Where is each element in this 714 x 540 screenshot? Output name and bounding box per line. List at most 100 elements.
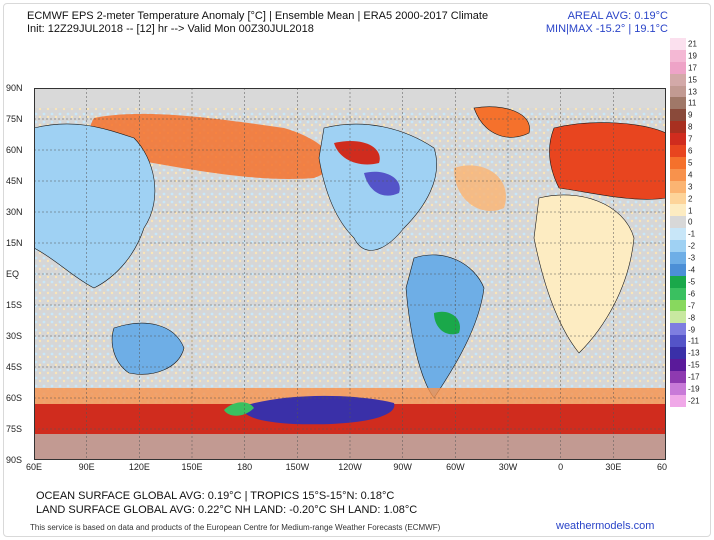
color-scale-segment	[670, 299, 686, 312]
color-scale-label: -7	[688, 301, 696, 311]
latitude-label: 75N	[6, 114, 23, 124]
color-scale-segment	[670, 180, 686, 193]
color-scale-label: 15	[688, 75, 697, 85]
longitude-label: 180	[237, 462, 253, 472]
color-scale-segment	[670, 121, 686, 134]
color-scale-label: 6	[688, 146, 693, 156]
color-scale-label: 7	[688, 134, 693, 144]
ross-sea-green-edge	[224, 402, 254, 416]
color-scale-label: 1	[688, 206, 693, 216]
color-scale-segment	[670, 287, 686, 300]
south-america-green-patch	[434, 311, 460, 335]
color-scale-segment	[670, 85, 686, 98]
color-scale-segment	[670, 323, 686, 336]
color-scale-segment	[670, 156, 686, 169]
longitude-label: 30W	[498, 462, 518, 472]
longitude-label: 120E	[128, 462, 150, 472]
north-america-cold-core	[364, 171, 400, 196]
color-scale-label: -8	[688, 313, 696, 323]
longitude-label: 120W	[338, 462, 362, 472]
color-scale-segment	[670, 73, 686, 86]
color-scale-segment	[670, 382, 686, 395]
color-scale-label: -3	[688, 253, 696, 263]
longitude-label: 90W	[393, 462, 412, 472]
color-scale-label: -6	[688, 289, 696, 299]
init-valid-line: Init: 12Z29JUL2018 -- [12] hr --> Valid …	[27, 23, 314, 35]
color-scale-segment	[670, 311, 686, 324]
color-scale-segment	[670, 228, 686, 241]
color-scale-segment	[670, 133, 686, 146]
min-max-values: MIN|MAX -15.2° | 19.1°C	[545, 23, 668, 35]
color-scale-segment	[670, 192, 686, 205]
color-scale-label: -17	[688, 372, 700, 382]
color-scale-segment	[670, 275, 686, 288]
color-scale-segment	[670, 335, 686, 348]
color-scale-label: 8	[688, 122, 693, 132]
north-atlantic-warm-anomaly	[454, 165, 506, 212]
longitude-label: 30E	[605, 462, 622, 472]
color-scale-label: -4	[688, 265, 696, 275]
color-scale-bar	[670, 38, 686, 407]
color-scale-label: 19	[688, 51, 697, 61]
color-scale-label: 3	[688, 182, 693, 192]
color-scale-segment	[670, 145, 686, 157]
color-scale-segment	[670, 359, 686, 371]
greenland-landmass	[473, 106, 530, 138]
map-title: ECMWF EPS 2-meter Temperature Anomaly [°…	[27, 10, 489, 22]
latitude-label: 15N	[6, 238, 23, 248]
canada-warm-patch	[334, 140, 380, 165]
color-scale-label: 2	[688, 194, 693, 204]
color-scale-segment	[670, 394, 686, 407]
europe-landmass	[549, 122, 666, 200]
longitude-label: 60	[656, 462, 668, 472]
color-scale-segment	[670, 216, 686, 229]
attribution-text: This service is based on data and produc…	[30, 523, 441, 532]
color-scale-label: 0	[688, 217, 693, 227]
color-scale-label: -15	[688, 360, 700, 370]
color-scale-label: -9	[688, 325, 696, 335]
color-scale-label: -21	[688, 396, 700, 406]
color-scale-segment	[670, 252, 686, 264]
brand-link[interactable]: weathermodels.com	[556, 520, 655, 532]
areal-average: AREAL AVG: 0.19°C	[567, 10, 668, 22]
latitude-label: 30S	[6, 331, 23, 341]
color-scale-segment	[670, 109, 686, 122]
longitude-label: 150W	[285, 462, 310, 472]
latitude-label: EQ	[6, 269, 20, 279]
color-scale-segment	[670, 263, 686, 276]
latitude-label: 45S	[6, 362, 23, 372]
color-scale-label: 13	[688, 87, 697, 97]
color-scale-segment	[670, 240, 686, 253]
color-scale-segment	[670, 61, 686, 74]
ross-sea-cold-anomaly	[243, 395, 395, 425]
color-scale-segment	[670, 347, 686, 360]
color-scale-label: 5	[688, 158, 693, 168]
longitude-label: 0	[558, 462, 564, 472]
color-scale-label: -11	[688, 336, 699, 346]
graticule	[34, 88, 666, 460]
color-scale-segment	[670, 204, 686, 217]
color-scale-segment	[670, 49, 686, 62]
image-frame	[3, 3, 711, 537]
latitude-label: 60N	[6, 145, 23, 155]
color-scale-label: -13	[688, 348, 700, 358]
temperature-anomaly-map	[34, 88, 666, 460]
asia-landmass	[34, 123, 156, 289]
color-scale-label: -19	[688, 384, 700, 394]
land-surface-stats: LAND SURFACE GLOBAL AVG: 0.22°C NH LAND:…	[36, 504, 418, 516]
color-scale-segment	[670, 97, 686, 110]
color-scale-label: -5	[688, 277, 696, 287]
color-scale-label: 17	[688, 63, 697, 73]
ocean-surface-stats: OCEAN SURFACE GLOBAL AVG: 0.19°C | TROPI…	[36, 490, 395, 502]
color-scale-label: 21	[688, 39, 697, 49]
latitude-label: 15S	[6, 300, 23, 310]
latitude-label: 90N	[6, 83, 23, 93]
color-scale-segment	[670, 38, 686, 50]
color-scale-segment	[670, 370, 686, 383]
color-scale-label: -2	[688, 241, 696, 251]
color-scale-label: 11	[688, 98, 697, 108]
map-border	[34, 88, 666, 460]
latitude-label: 75S	[6, 424, 23, 434]
longitude-label: 60E	[25, 462, 43, 472]
color-scale-segment	[670, 168, 686, 181]
